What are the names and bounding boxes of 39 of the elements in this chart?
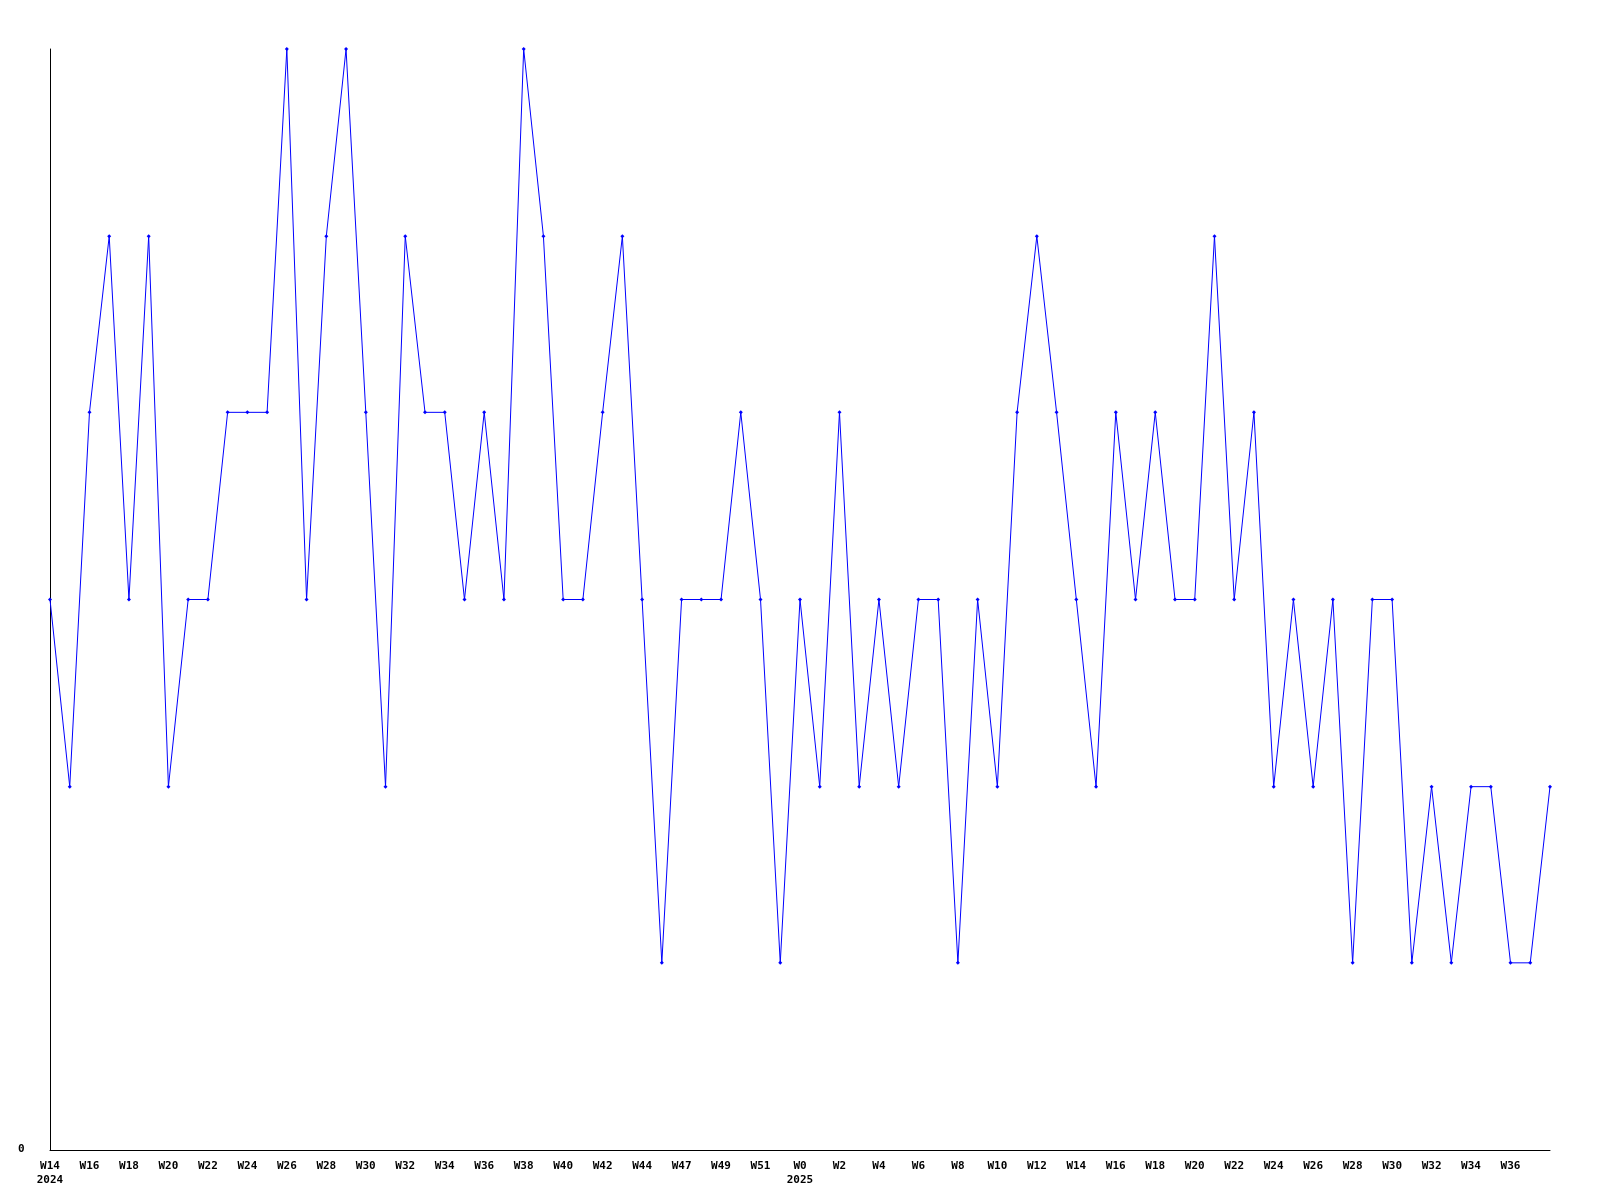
x-tick-label: W16 [79,1158,100,1172]
x-tick-label: W32 [1421,1158,1442,1172]
x-tick-label: W28 [1342,1158,1363,1172]
x-tick-label: W38 [513,1158,534,1172]
x-tick-label: W24 [237,1158,258,1172]
x-tick-label: W8 [951,1158,965,1172]
x-tick-label: W30 [355,1158,376,1172]
x-tick-label: W18 [119,1158,139,1172]
x-tick-label: W22 [197,1158,218,1172]
x-tick-label: W14 [1066,1158,1087,1172]
x-tick-label: W0 2025 [786,1158,814,1186]
x-tick-label: W51 [750,1158,771,1172]
x-tick-label: W26 [1303,1158,1324,1172]
x-tick-label: W30 [1382,1158,1403,1172]
x-tick-label: W47 [671,1158,692,1172]
x-tick-label: W22 [1224,1158,1245,1172]
x-tick-label: W12 [1026,1158,1047,1172]
x-tick-label: W49 [711,1158,731,1172]
x-tick-label: W36 [474,1158,495,1172]
x-tick-label: W44 [632,1158,653,1172]
x-tick-label: W24 [1263,1158,1284,1172]
x-tick-label: W20 [158,1158,179,1172]
x-tick-label: W42 [592,1158,613,1172]
x-tick-label: W2 [832,1158,847,1172]
x-tick-label: W4 [872,1158,886,1172]
x-tick-label: W14 2024 [36,1158,64,1186]
x-tick-label: W34 [1461,1158,1482,1172]
x-tick-label: W28 [316,1158,337,1172]
x-tick-label: W18 [1145,1158,1166,1172]
x-tick-label: W34 [434,1158,456,1172]
x-tick-label: W16 [1105,1158,1127,1172]
x-tick-label: W40 [553,1158,574,1172]
x-tick-label: W26 [276,1158,298,1172]
x-tick-label: W10 [987,1158,1008,1172]
x-tick-label: W36 [1500,1158,1521,1172]
x-tick-label: W32 [395,1158,416,1172]
x-tick-label: W6 [911,1158,926,1172]
x-tick-label: W20 [1184,1158,1205,1172]
text: 0 [18,1142,25,1155]
